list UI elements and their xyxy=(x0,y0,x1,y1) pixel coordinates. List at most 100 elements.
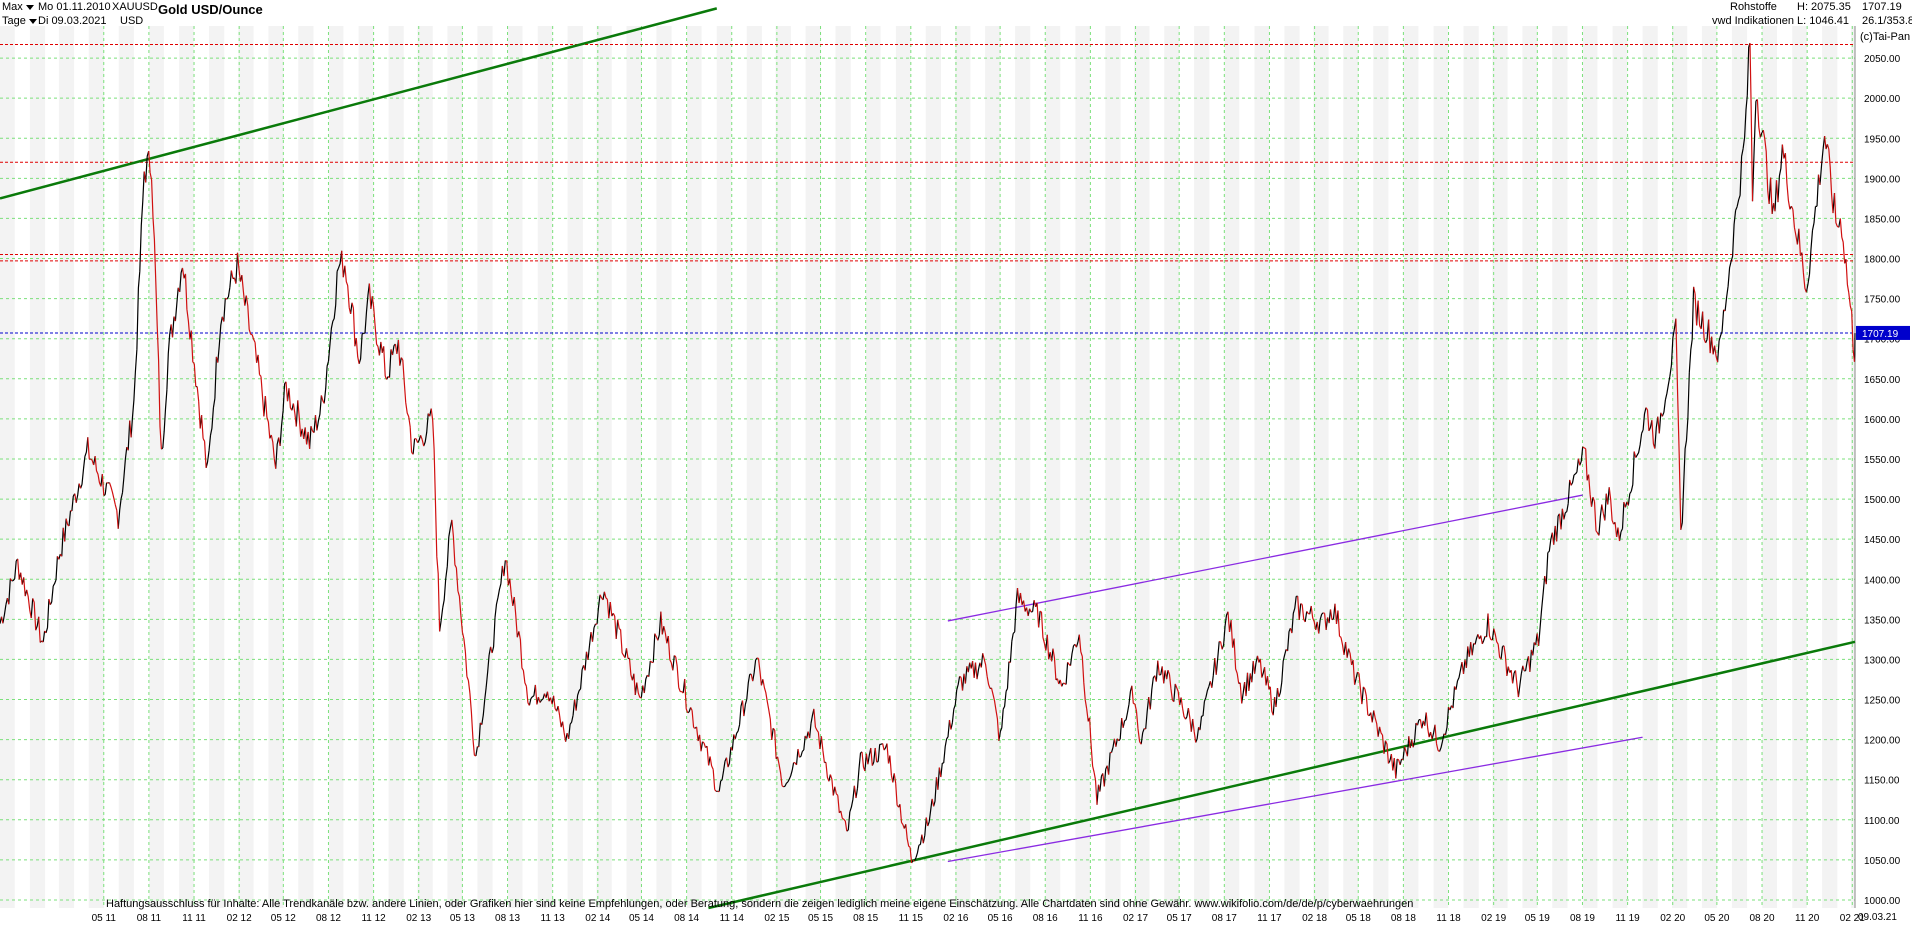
x-tick-label: 02 18 xyxy=(1302,913,1327,924)
x-tick-label: 11 12 xyxy=(361,913,386,924)
month-band xyxy=(1701,26,1718,908)
month-bands xyxy=(0,26,1855,908)
end-date-label: 09.03.21 xyxy=(1858,912,1897,923)
month-band xyxy=(328,26,344,908)
month-band xyxy=(447,26,463,908)
x-tick-label: 11 19 xyxy=(1615,913,1640,924)
month-band xyxy=(1284,26,1300,908)
chevron-down-icon xyxy=(28,18,37,24)
grid xyxy=(0,26,1855,908)
interval-label: Tage xyxy=(2,15,26,27)
month-band xyxy=(1343,26,1359,908)
trend-line-green xyxy=(708,640,1856,910)
month-band xyxy=(835,26,851,908)
range-selector[interactable]: Max xyxy=(2,1,34,14)
x-tick-label: 08 15 xyxy=(853,913,878,924)
x-tick-label: 11 20 xyxy=(1795,913,1820,924)
x-tick-label: 05 17 xyxy=(1167,913,1192,924)
month-band xyxy=(298,26,314,908)
month-band xyxy=(238,26,254,908)
month-band xyxy=(805,26,821,908)
y-tick-label: 1400.00 xyxy=(1864,575,1901,586)
month-band xyxy=(985,26,1001,908)
x-tick-label: 02 21 xyxy=(1840,913,1865,924)
price-series xyxy=(0,42,1856,864)
month-band xyxy=(1254,26,1270,908)
category-label: Rohstoffe xyxy=(1730,1,1777,13)
x-tick-label: 08 14 xyxy=(674,913,699,924)
last-value-label: 1707.19 xyxy=(1862,1,1902,13)
month-band xyxy=(656,26,672,908)
y-tick-label: 1350.00 xyxy=(1864,615,1901,626)
month-band xyxy=(209,26,225,908)
x-tick-label: 11 13 xyxy=(541,913,566,924)
month-band xyxy=(1552,26,1568,908)
y-axis: 1000.00 1050.00 1100.00 1150.00 1200.00 1250.… xyxy=(1854,26,1901,908)
chevron-down-icon xyxy=(25,4,34,10)
x-tick-label: 08 11 xyxy=(137,913,162,924)
y-tick-label: 1750.00 xyxy=(1864,295,1901,306)
x-tick-label: 11 14 xyxy=(720,913,745,924)
y-tick-label: 1200.00 xyxy=(1864,736,1901,747)
x-tick-label: 02 12 xyxy=(227,913,252,924)
month-band xyxy=(596,26,612,908)
month-band xyxy=(1224,26,1240,908)
month-band xyxy=(1433,26,1449,908)
month-band xyxy=(1851,26,1855,908)
month-band xyxy=(1164,26,1180,908)
x-tick-label: 08 19 xyxy=(1570,913,1595,924)
x-tick-label: 05 18 xyxy=(1346,913,1371,924)
month-band xyxy=(1105,26,1121,908)
y-tick-label: 1700.00 xyxy=(1864,335,1901,346)
x-tick-label: 11 11 xyxy=(182,913,206,924)
month-band xyxy=(388,26,404,908)
month-band xyxy=(1403,26,1419,908)
high-label: H: 2075.35 xyxy=(1797,1,1851,13)
last-price-tag-label: 1707.19 xyxy=(1862,329,1899,340)
month-band xyxy=(1582,26,1598,908)
x-axis: 05 11 08 11 11 11 02 12 05 12 08 12 11 12 02 13… xyxy=(92,913,1866,924)
month-band xyxy=(1194,26,1210,908)
month-band xyxy=(567,26,583,908)
month-band xyxy=(1792,26,1807,908)
x-tick-label: 05 19 xyxy=(1525,913,1550,924)
month-band xyxy=(1075,26,1091,908)
month-band xyxy=(507,26,523,908)
y-tick-label: 1900.00 xyxy=(1864,174,1901,185)
x-tick-label: 05 13 xyxy=(450,913,475,924)
x-tick-label: 02 14 xyxy=(585,913,610,924)
x-tick-label: 05 11 xyxy=(92,913,117,924)
month-band xyxy=(358,26,374,908)
month-band xyxy=(149,26,164,908)
y-tick-label: 1000.00 xyxy=(1864,896,1901,907)
month-band xyxy=(895,26,911,908)
x-tick-label: 02 20 xyxy=(1660,913,1685,924)
disclaimer: Haftungsausschluss für Inhalte: Alle Tre… xyxy=(106,898,1414,910)
x-tick-label: 08 12 xyxy=(316,913,341,924)
month-band xyxy=(58,26,75,908)
x-tick-label: 11 18 xyxy=(1436,913,1461,924)
range-label: Max xyxy=(2,1,23,13)
y-tick-label: 1850.00 xyxy=(1864,214,1901,225)
month-band xyxy=(865,26,881,908)
x-tick-label: 08 18 xyxy=(1391,913,1416,924)
month-band xyxy=(775,26,791,908)
month-band xyxy=(118,26,134,908)
month-band xyxy=(1313,26,1329,908)
x-tick-label: 05 12 xyxy=(271,913,296,924)
month-band xyxy=(1822,26,1838,908)
interval-selector[interactable]: Tage xyxy=(2,15,37,28)
month-band xyxy=(1731,26,1748,908)
month-band xyxy=(1492,26,1508,908)
low-label: L: 1046.41 xyxy=(1797,15,1849,27)
price-line-up xyxy=(0,42,1856,864)
trend-line-green xyxy=(0,7,718,200)
x-tick-label: 05 14 xyxy=(629,913,654,924)
x-tick-label: 05 15 xyxy=(808,913,833,924)
x-tick-label: 11 16 xyxy=(1078,913,1103,924)
month-band xyxy=(1642,26,1658,908)
month-band xyxy=(1015,26,1031,908)
y-tick-label: 1450.00 xyxy=(1864,535,1901,546)
